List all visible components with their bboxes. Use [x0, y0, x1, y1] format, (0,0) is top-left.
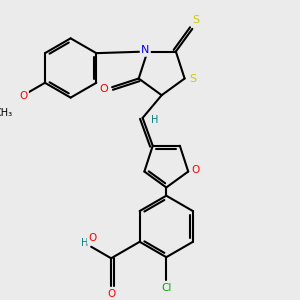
Text: H: H [81, 238, 88, 248]
Text: S: S [189, 74, 196, 83]
Text: O: O [20, 91, 28, 101]
Text: N: N [141, 45, 149, 56]
Text: Cl: Cl [161, 283, 172, 293]
Text: O: O [88, 233, 96, 243]
Text: O: O [99, 84, 108, 94]
Text: CH₃: CH₃ [0, 108, 13, 118]
Text: S: S [192, 15, 199, 25]
Text: O: O [107, 289, 115, 299]
Text: O: O [192, 165, 200, 176]
Text: H: H [151, 115, 158, 125]
